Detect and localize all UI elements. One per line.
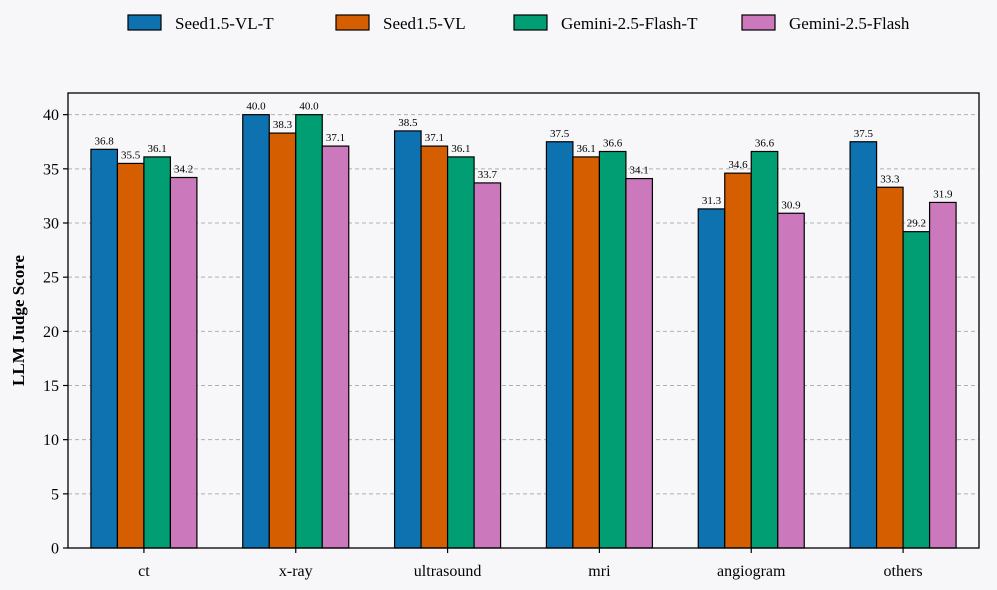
bar-angiogram-gemini-2-5-flash-t	[750, 150, 779, 549]
data-label: 36.1	[451, 143, 470, 155]
bar-ultrasound-seed1-5-vl-t	[393, 130, 422, 549]
bar-x-ray-seed1-5-vl	[268, 132, 297, 549]
x-tick-label: angiogram	[717, 563, 786, 580]
bar-mri-gemini-2-5-flash-t	[598, 150, 627, 549]
legend: Seed1.5-VL-T Seed1.5-VL Gemini-2.5-Flash-T…	[127, 14, 910, 33]
x-tick-label: others	[884, 563, 923, 580]
data-label: 29.2	[907, 218, 926, 230]
bar-ct-gemini-2-5-flash	[169, 176, 198, 549]
bar-others-seed1-5-vl	[875, 186, 904, 549]
data-label: 37.1	[326, 132, 345, 144]
data-label: 30.9	[781, 199, 801, 211]
data-label: 37.5	[550, 128, 570, 140]
x-tick-label: ct	[138, 563, 150, 580]
data-label: 36.1	[148, 143, 167, 155]
bar-others-gemini-2-5-flash-t	[902, 231, 931, 549]
bar-ultrasound-gemini-2-5-flash	[473, 182, 502, 549]
data-label: 40.0	[246, 101, 266, 113]
bar-angiogram-seed1-5-vl-t	[697, 208, 726, 549]
data-label: 38.3	[273, 119, 293, 131]
data-label: 40.0	[299, 101, 319, 113]
y-tick-label: 15	[43, 378, 59, 395]
bar-mri-gemini-2-5-flash	[625, 177, 654, 549]
data-label: 36.6	[755, 138, 775, 150]
y-tick-label: 25	[43, 270, 59, 287]
data-label: 31.9	[933, 188, 953, 200]
y-tick-label: 35	[43, 161, 59, 178]
bar-x-ray-gemini-2-5-flash-t	[295, 114, 323, 549]
data-label: 34.2	[174, 164, 193, 176]
legend-swatch	[127, 14, 162, 31]
bar-ultrasound-seed1-5-vl	[420, 145, 449, 549]
bar-angiogram-seed1-5-vl	[724, 172, 752, 549]
y-tick-label: 5	[51, 486, 59, 503]
y-tick-label: 10	[43, 432, 59, 449]
data-label: 35.5	[121, 149, 141, 161]
data-label: 38.5	[398, 117, 418, 129]
bar-ct-seed1-5-vl-t	[90, 148, 119, 549]
legend-label: Gemini-2.5-Flash-T	[561, 14, 698, 33]
y-tick-label: 0	[51, 541, 59, 558]
data-label: 33.3	[880, 173, 900, 185]
data-label: 33.7	[478, 169, 498, 181]
gridlines	[68, 114, 979, 495]
bar-ct-seed1-5-vl	[116, 162, 145, 549]
legend-label: Gemini-2.5-Flash	[789, 14, 910, 33]
x-tick-label: ultrasound	[414, 563, 482, 580]
bar-x-ray-seed1-5-vl-t	[242, 114, 270, 549]
x-tick-label: mri	[588, 563, 611, 580]
bar-mri-seed1-5-vl	[572, 156, 601, 549]
data-label: 37.1	[425, 132, 444, 144]
bar-ultrasound-gemini-2-5-flash-t	[446, 156, 475, 549]
bars	[90, 114, 957, 549]
legend-swatch	[513, 14, 548, 31]
data-label: 36.8	[95, 135, 115, 147]
data-label: 34.1	[630, 165, 649, 177]
y-tick-label: 20	[43, 324, 59, 341]
data-label: 36.1	[577, 143, 596, 155]
y-axis: 0 5 10 15 20 25 30 35 40	[43, 107, 68, 558]
y-tick-label: 30	[43, 216, 59, 233]
x-axis: ct x-ray ultrasound mri angiogram others	[138, 548, 923, 580]
bar-others-seed1-5-vl-t	[849, 141, 878, 549]
bar-mri-seed1-5-vl-t	[545, 141, 574, 549]
bar-others-gemini-2-5-flash	[928, 201, 957, 549]
data-labels: 36.8 35.5 36.1 34.2 40.0 38.3 40.0 37.1 38.5 37.1…	[95, 101, 953, 230]
bar-x-ray-gemini-2-5-flash	[321, 145, 350, 549]
plot-frame	[67, 92, 980, 549]
legend-swatch	[741, 14, 776, 31]
data-label: 31.3	[702, 195, 722, 207]
legend-label: Seed1.5-VL	[383, 14, 466, 33]
data-label: 36.6	[603, 138, 623, 150]
legend-label: Seed1.5-VL-T	[175, 14, 274, 33]
legend-swatch	[335, 14, 370, 31]
bar-angiogram-gemini-2-5-flash	[777, 212, 805, 549]
bar-ct-gemini-2-5-flash-t	[143, 156, 172, 549]
data-label: 34.6	[728, 159, 748, 171]
x-tick-label: x-ray	[279, 563, 313, 580]
y-tick-label: 40	[43, 107, 59, 124]
data-label: 37.5	[854, 128, 874, 140]
y-axis-label: LLM Judge Score	[9, 255, 28, 386]
